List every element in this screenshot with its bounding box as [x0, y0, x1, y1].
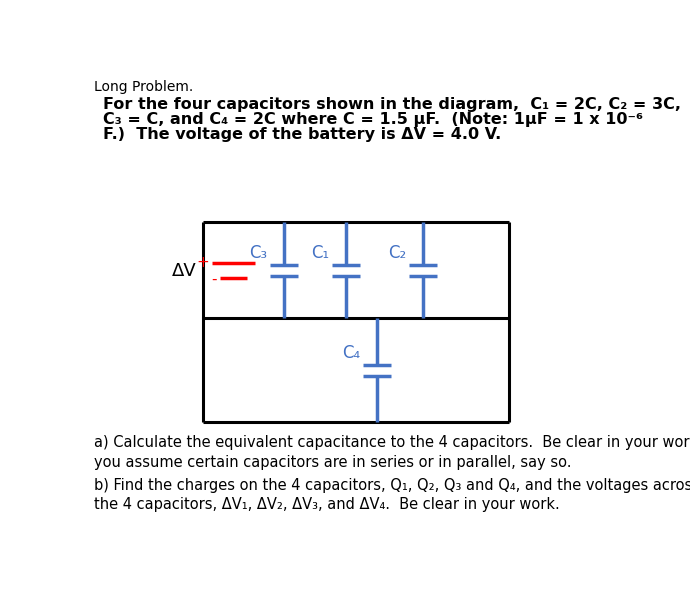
Text: C₁: C₁ [310, 244, 329, 262]
Text: b) Find the charges on the 4 capacitors, Q₁, Q₂, Q₃ and Q₄, and the voltages acr: b) Find the charges on the 4 capacitors,… [94, 477, 690, 513]
Text: Long Problem.: Long Problem. [94, 80, 193, 93]
Text: C₄: C₄ [342, 344, 359, 362]
Text: F.)  The voltage of the battery is ΔV = 4.0 V.: F.) The voltage of the battery is ΔV = 4… [104, 128, 502, 143]
Text: C₃ = C, and C₄ = 2C where C = 1.5 μF.  (Note: 1μF = 1 x 10⁻⁶: C₃ = C, and C₄ = 2C where C = 1.5 μF. (N… [104, 112, 643, 127]
Text: For the four capacitors shown in the diagram,  C₁ = 2C, C₂ = 3C,: For the four capacitors shown in the dia… [104, 96, 681, 111]
Text: +: + [196, 255, 208, 270]
Text: -: - [211, 273, 217, 288]
Text: ΔV: ΔV [172, 262, 196, 280]
Text: a) Calculate the equivalent capacitance to the 4 capacitors.  Be clear in your w: a) Calculate the equivalent capacitance … [94, 435, 690, 470]
Text: C₃: C₃ [248, 244, 267, 262]
Text: C₂: C₂ [388, 244, 406, 262]
